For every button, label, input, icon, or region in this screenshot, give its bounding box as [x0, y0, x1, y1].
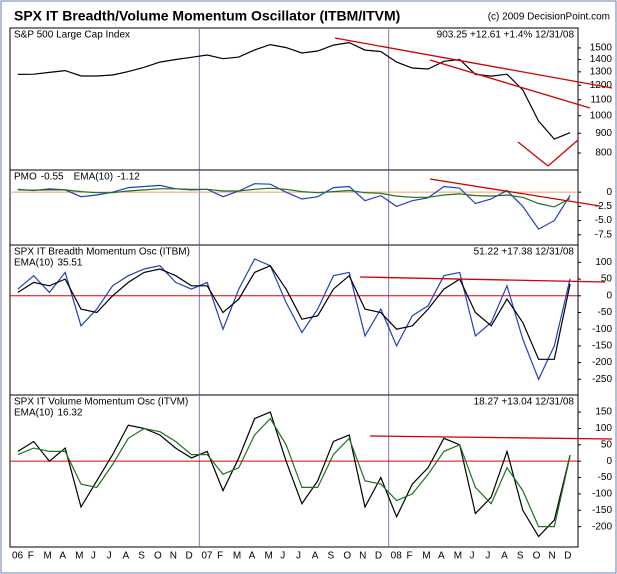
x-tick-label: J: [470, 551, 475, 562]
legend-name: PMO: [14, 172, 37, 183]
trend-line: [517, 141, 549, 167]
x-tick-label: M: [454, 551, 462, 562]
y-tick-label: 1500: [590, 43, 613, 54]
legend-name: EMA(10): [14, 408, 53, 419]
x-tick-label: 07: [201, 551, 213, 562]
legend-value: 35.51: [57, 258, 82, 269]
x-tick-label: 06: [12, 551, 24, 562]
y-tick-label: 800: [595, 148, 612, 159]
y-tick-label: -50: [598, 472, 613, 483]
panel: [9, 394, 579, 548]
y-tick-label: 100: [595, 257, 612, 268]
legend-name: EMA(10): [74, 172, 113, 183]
readout: 903.25 +12.61 +1.4% 12/31/08: [437, 30, 575, 41]
y-tick-label: 0: [606, 187, 612, 198]
x-tick-label: S: [517, 551, 524, 562]
x-tick-label: S: [328, 551, 335, 562]
x-tick-label: A: [122, 551, 129, 562]
x-tick-label: J: [485, 551, 490, 562]
trend-line: [429, 59, 591, 109]
x-tick-label: O: [154, 551, 162, 562]
x-tick-label: J: [107, 551, 112, 562]
x-tick-label: 08: [391, 551, 403, 562]
y-tick-label: -50: [598, 307, 613, 318]
y-tick-label: 900: [595, 128, 612, 139]
legend-name: EMA(10): [14, 258, 53, 269]
y-tick-label: -250: [592, 374, 612, 385]
trend-line: [547, 139, 579, 167]
x-tick-label: F: [406, 551, 412, 562]
series-line: [17, 417, 571, 528]
x-tick-label: M: [264, 551, 272, 562]
y-tick-label: -150: [592, 505, 612, 516]
panel-title: S&P 500 Large Cap Index: [14, 30, 130, 41]
series-line: [17, 411, 571, 538]
legend-value: -0.55: [41, 172, 64, 183]
x-tick-label: F: [217, 551, 223, 562]
series-line: [17, 264, 571, 360]
y-tick-label: 50: [601, 439, 613, 450]
x-tick-label: M: [75, 551, 83, 562]
x-tick-label: A: [249, 551, 256, 562]
panel-title: SPX IT Volume Momentum Osc (ITVM): [14, 397, 188, 408]
y-tick-label: 0: [606, 456, 612, 467]
x-tick-label: D: [375, 551, 382, 562]
x-tick-label: A: [59, 551, 66, 562]
y-tick-label: -200: [592, 521, 612, 532]
y-tick-label: 1300: [590, 66, 613, 77]
readout: 18.27 +13.04 12/31/08: [474, 397, 575, 408]
y-tick-label: 1000: [590, 110, 613, 121]
x-tick-label: A: [438, 551, 445, 562]
y-tick-label: -100: [592, 489, 612, 500]
legend-value: -1.12: [117, 172, 140, 183]
x-tick-label: O: [343, 551, 351, 562]
x-tick-label: A: [312, 551, 319, 562]
legend-value: 16.32: [57, 408, 82, 419]
y-tick-label: 1100: [590, 94, 612, 105]
trend-line: [369, 435, 613, 440]
x-tick-label: M: [44, 551, 52, 562]
y-tick-label: 0: [606, 290, 612, 301]
panel-title: SPX IT Breadth Momentum Osc (ITBM): [14, 247, 190, 258]
y-tick-label: 150: [595, 407, 612, 418]
x-tick-label: D: [564, 551, 571, 562]
y-tick-label: -200: [592, 357, 612, 368]
y-tick-label: -5.0: [595, 215, 613, 226]
x-tick-label: F: [28, 551, 34, 562]
x-tick-label: O: [533, 551, 541, 562]
x-tick-label: J: [296, 551, 301, 562]
x-tick-label: M: [422, 551, 430, 562]
y-tick-label: 50: [601, 274, 613, 285]
x-tick-label: S: [138, 551, 145, 562]
y-tick-label: -150: [592, 341, 612, 352]
y-tick-label: -7.5: [595, 229, 613, 240]
trend-line: [334, 37, 613, 89]
y-tick-label: 100: [595, 423, 612, 434]
x-tick-label: N: [170, 551, 177, 562]
x-tick-label: N: [548, 551, 555, 562]
chart-title: SPX IT Breadth/Volume Momentum Oscillato…: [14, 8, 400, 24]
series-line: [17, 258, 571, 381]
x-tick-label: N: [359, 551, 366, 562]
y-tick-label: -100: [592, 324, 612, 335]
x-tick-label: J: [91, 551, 96, 562]
source: (c) 2009 DecisionPoint.com: [488, 12, 610, 23]
readout: 51.22 +17.38 12/31/08: [474, 247, 575, 258]
y-tick-label: -2.5: [595, 201, 613, 212]
y-tick-label: 1200: [590, 80, 613, 91]
trend-line: [429, 178, 601, 207]
x-tick-label: J: [280, 551, 285, 562]
x-tick-label: A: [501, 551, 508, 562]
x-tick-label: D: [186, 551, 193, 562]
y-tick-label: 1400: [590, 54, 613, 65]
series-line: [17, 187, 571, 208]
x-tick-label: M: [233, 551, 241, 562]
trend-line: [359, 276, 606, 283]
